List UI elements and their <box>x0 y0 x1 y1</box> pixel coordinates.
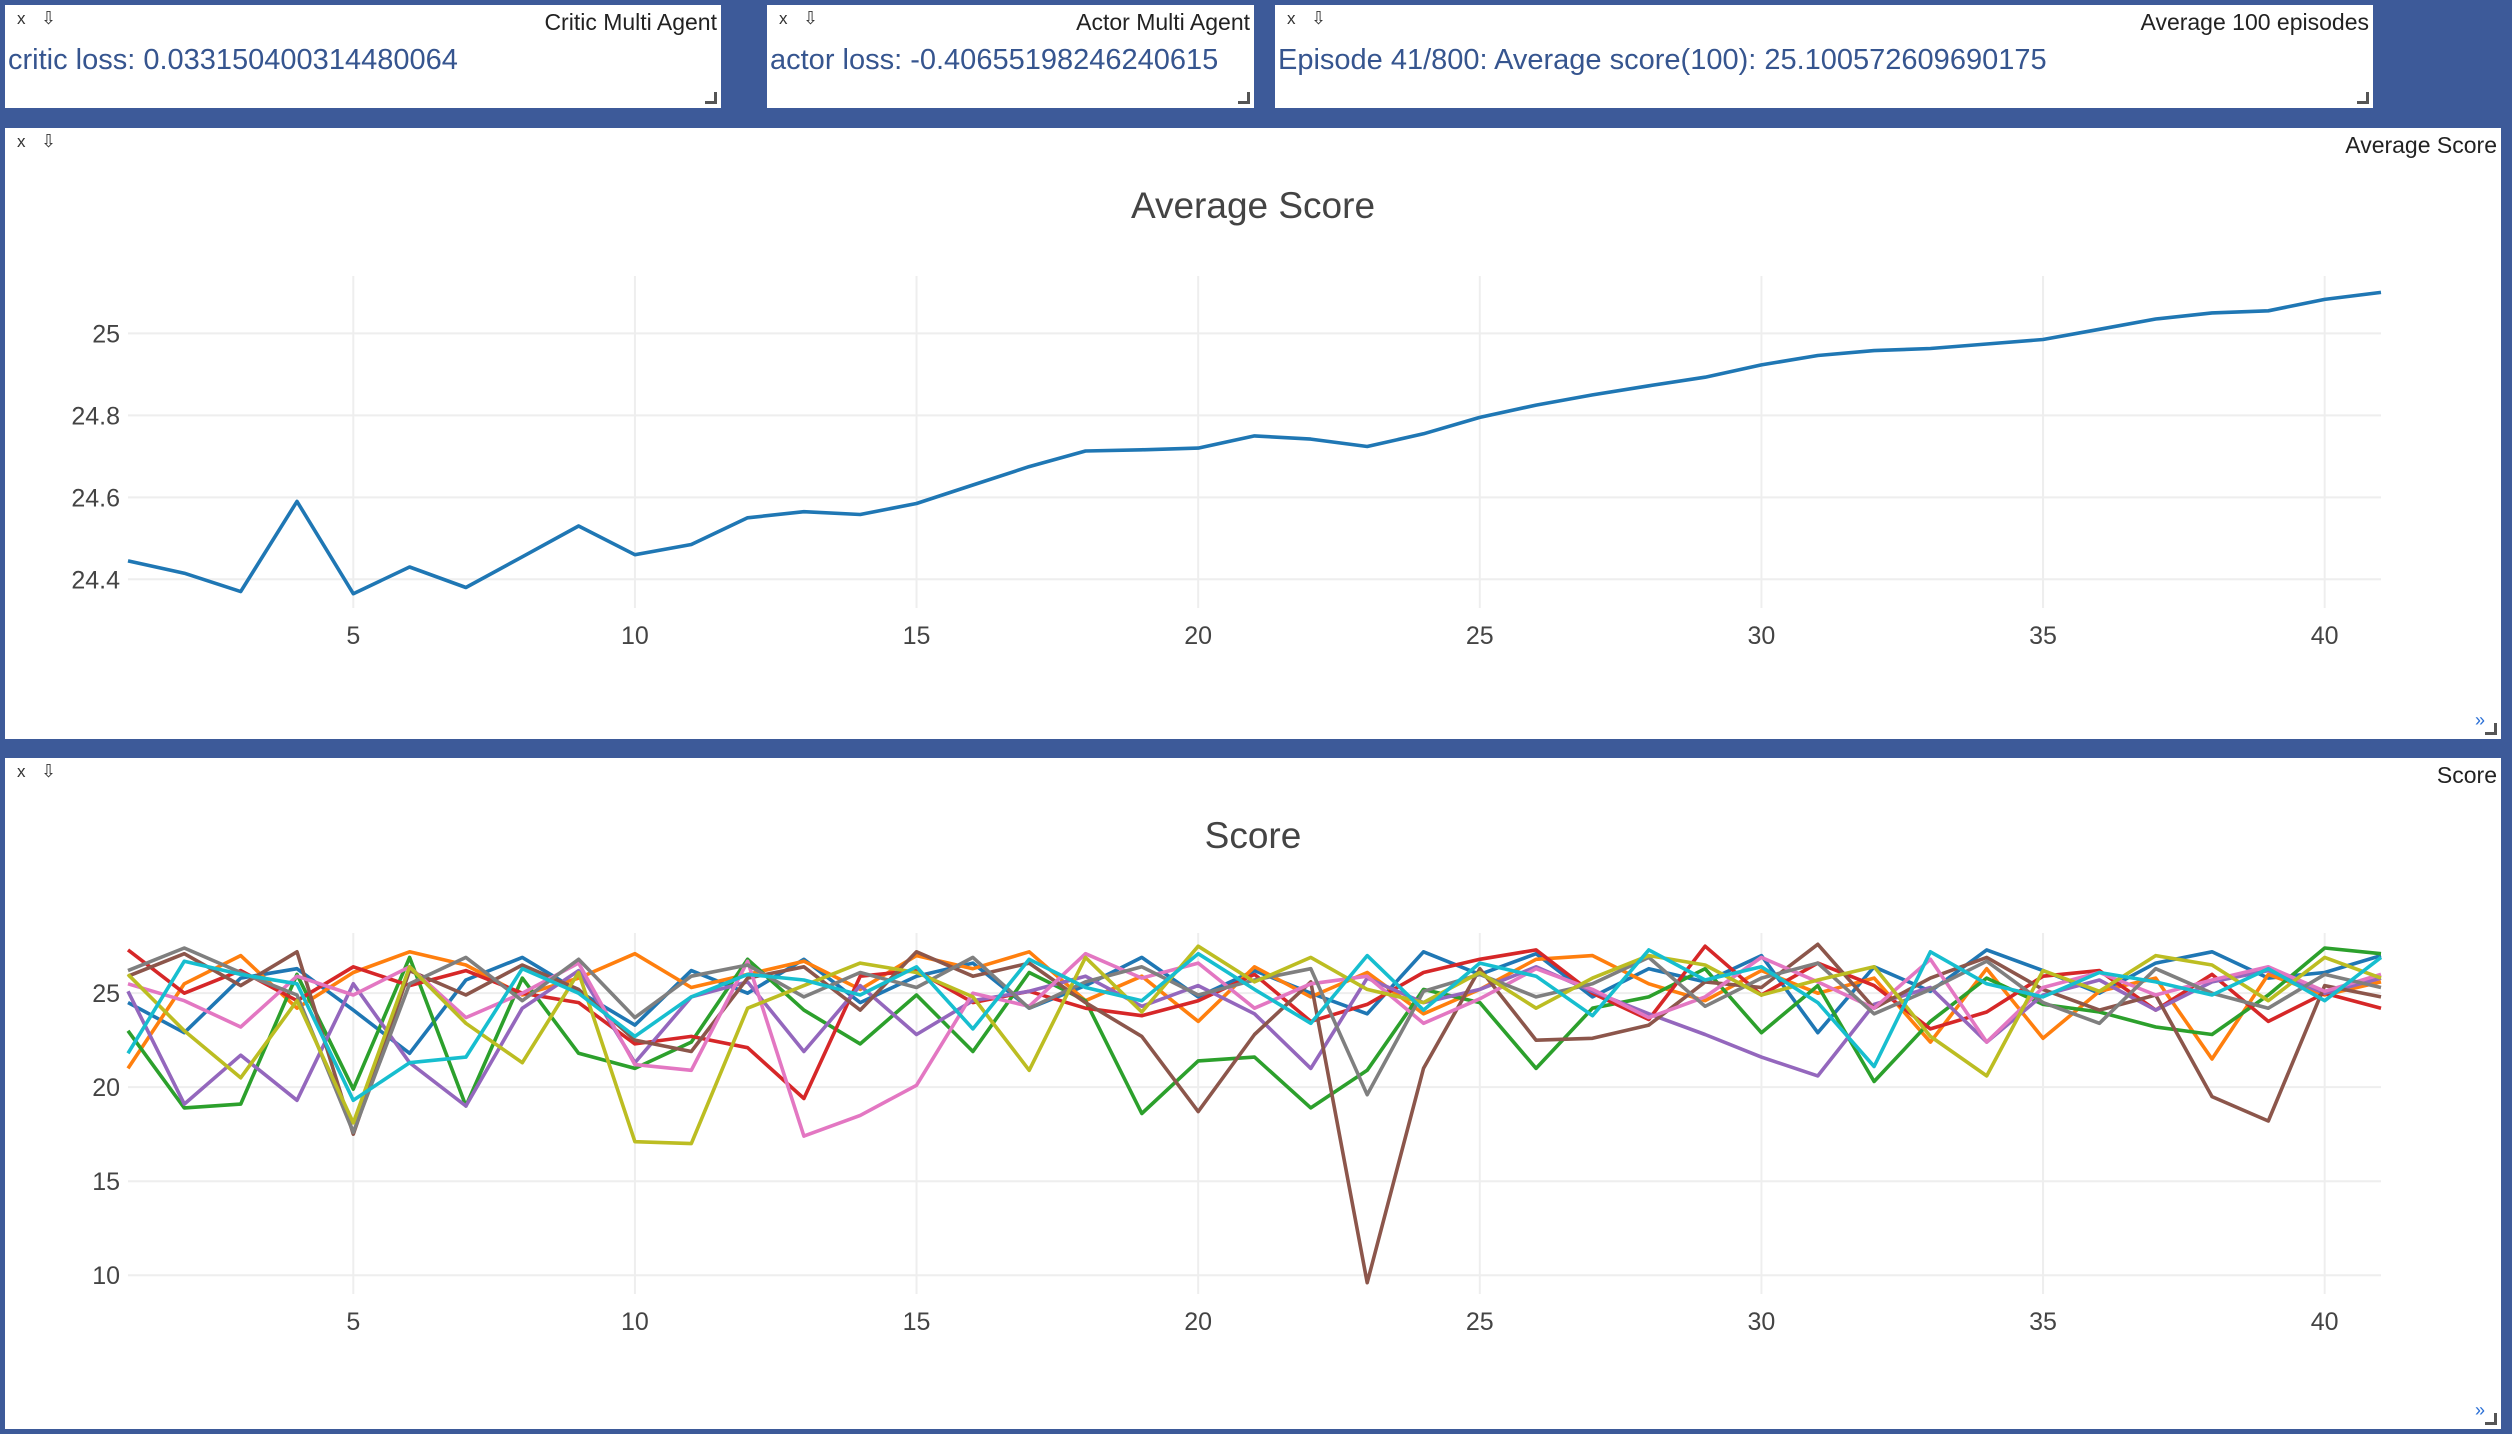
close-icon[interactable]: x <box>779 9 788 28</box>
critic-pane: x ⇩ Critic Multi Agent critic loss: 0.03… <box>5 5 721 108</box>
y-tick-label: 24.6 <box>71 484 120 512</box>
grid <box>128 276 2381 608</box>
x-tick-label: 5 <box>346 622 360 650</box>
series-line-6 <box>127 942 2382 1285</box>
actor-pane: x ⇩ Actor Multi Agent actor loss: -0.406… <box>767 5 1254 108</box>
download-icon[interactable]: ⇩ <box>41 761 57 781</box>
y-tick-label: 24.4 <box>71 566 120 594</box>
actor-loss-text: actor loss: -0.40655198246240615 <box>770 44 1219 76</box>
download-icon[interactable]: ⇩ <box>1311 8 1327 28</box>
score-pane: x ⇩ Score Score 5 10 15 20 25 30 35 40 10 15 20 25 … <box>5 758 2501 1429</box>
resize-handle-icon[interactable] <box>2357 92 2369 104</box>
x-tick-label: 15 <box>903 1308 931 1336</box>
pane-header: x ⇩ Critic Multi Agent <box>5 5 721 35</box>
pane-title: Average Score <box>2345 132 2497 158</box>
close-icon[interactable]: x <box>17 132 26 151</box>
expand-icon[interactable]: » <box>2474 1400 2485 1420</box>
y-tick-label: 25 <box>92 980 120 1008</box>
y-tick-label: 10 <box>92 1262 120 1290</box>
x-tick-label: 15 <box>903 622 931 650</box>
close-icon[interactable]: x <box>1287 9 1296 28</box>
x-tick-label: 20 <box>1184 622 1212 650</box>
episode-status-text: Episode 41/800: Average score(100): 25.1… <box>1278 44 2047 76</box>
pane-header: x ⇩ Actor Multi Agent <box>767 5 1254 35</box>
pane-title: Average 100 episodes <box>2140 9 2369 35</box>
chart-title: Average Score <box>1130 185 1376 226</box>
x-tick-label: 30 <box>1748 622 1776 650</box>
x-tick-label: 10 <box>621 1308 649 1336</box>
pane-title: Actor Multi Agent <box>1076 9 1250 35</box>
x-tick-label: 35 <box>2029 1308 2057 1336</box>
pane-header: x ⇩ Average 100 episodes <box>1275 5 2373 35</box>
download-icon[interactable]: ⇩ <box>803 8 819 28</box>
x-tick-label: 5 <box>346 1308 360 1336</box>
y-tick-label: 25 <box>92 320 120 348</box>
series-line-10 <box>126 948 2383 1103</box>
y-tick-label: 15 <box>92 1168 120 1196</box>
x-tick-label: 25 <box>1466 622 1494 650</box>
x-tick-label: 10 <box>621 622 649 650</box>
y-tick-label: 20 <box>92 1074 120 1102</box>
series-group <box>127 290 2382 596</box>
x-tick-label: 30 <box>1748 1308 1776 1336</box>
resize-handle-icon[interactable] <box>1238 92 1250 104</box>
series-line-9 <box>126 944 2382 1146</box>
download-icon[interactable]: ⇩ <box>41 131 57 151</box>
x-tick-label: 25 <box>1466 1308 1494 1336</box>
download-icon[interactable]: ⇩ <box>41 8 57 28</box>
average-score-chart[interactable]: 5 10 15 20 25 30 35 40 24.4 24.6 24.8 25 <box>5 128 2501 739</box>
close-icon[interactable]: x <box>17 9 26 28</box>
series-line-1 <box>127 948 2382 1056</box>
average-score-pane: x ⇩ Average Score Average Score 5 10 15 20 2… <box>5 128 2501 739</box>
average-100-pane: x ⇩ Average 100 episodes Episode 41/800:… <box>1275 5 2373 108</box>
y-tick-label: 24.8 <box>71 402 120 430</box>
series-line-1 <box>127 290 2382 596</box>
pane-header: x ⇩ Score <box>5 758 2501 788</box>
critic-loss-text: critic loss: 0.033150400314480064 <box>8 44 458 76</box>
score-chart[interactable]: 5 10 15 20 25 30 35 40 10 15 20 25 <box>5 758 2501 1429</box>
pane-title: Critic Multi Agent <box>544 9 717 35</box>
resize-handle-icon[interactable] <box>2485 723 2497 735</box>
x-tick-label: 40 <box>2311 1308 2339 1336</box>
resize-handle-icon[interactable] <box>2485 1413 2497 1425</box>
expand-icon[interactable]: » <box>2474 710 2485 730</box>
close-icon[interactable]: x <box>17 762 26 781</box>
chart-title: Score <box>1204 815 1302 856</box>
pane-header: x ⇩ Average Score <box>5 128 2501 158</box>
series-group <box>126 942 2383 1285</box>
x-tick-label: 20 <box>1184 1308 1212 1336</box>
pane-title: Score <box>2436 762 2497 788</box>
x-tick-label: 40 <box>2311 622 2339 650</box>
x-tick-label: 35 <box>2029 622 2057 650</box>
resize-handle-icon[interactable] <box>705 92 717 104</box>
